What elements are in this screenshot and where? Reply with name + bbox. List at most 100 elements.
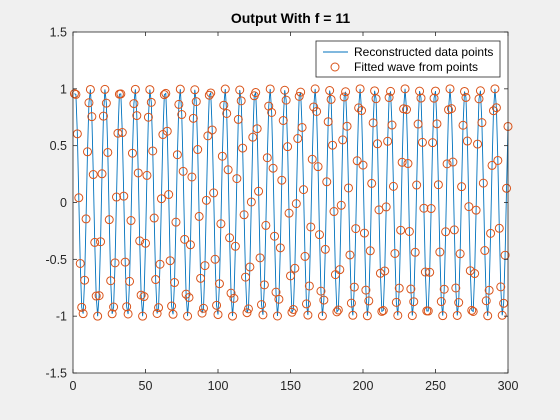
data-point-marker bbox=[293, 134, 303, 144]
data-point-marker bbox=[188, 113, 198, 123]
data-point-marker bbox=[242, 308, 252, 318]
data-point-marker bbox=[381, 202, 391, 212]
data-point-marker bbox=[197, 308, 207, 318]
data-point-marker bbox=[117, 128, 127, 138]
data-point-marker bbox=[196, 273, 206, 283]
data-point-marker bbox=[452, 310, 462, 320]
data-point-marker bbox=[425, 267, 435, 277]
data-point-marker bbox=[445, 84, 455, 94]
data-point-marker bbox=[98, 111, 108, 121]
data-point-marker bbox=[170, 278, 179, 288]
data-point-marker bbox=[93, 311, 103, 321]
data-point-marker bbox=[268, 163, 278, 173]
data-point-marker bbox=[494, 223, 504, 233]
data-point-marker bbox=[135, 236, 145, 246]
data-point-marker bbox=[243, 304, 253, 314]
data-point-marker bbox=[222, 108, 232, 118]
data-point-marker bbox=[199, 303, 208, 313]
y-tick-label: -1.5 bbox=[45, 367, 67, 381]
data-point-marker bbox=[126, 216, 136, 226]
data-point-marker bbox=[461, 92, 471, 102]
data-point-marker bbox=[246, 197, 256, 207]
data-point-marker bbox=[371, 94, 381, 104]
data-point-marker bbox=[248, 132, 258, 142]
data-point-marker bbox=[396, 225, 406, 235]
data-point-marker bbox=[245, 262, 255, 272]
data-point-marker bbox=[413, 119, 423, 129]
data-point-marker bbox=[278, 116, 288, 126]
data-point-marker bbox=[223, 165, 233, 175]
data-point-marker bbox=[357, 106, 367, 116]
data-point-marker bbox=[255, 253, 265, 263]
data-point-marker bbox=[261, 220, 271, 230]
data-point-marker bbox=[120, 257, 130, 267]
data-point-marker bbox=[239, 210, 249, 220]
tick-labels: 0 50 100 150 200 250 300 -1.5 -1 -0.5 0 0.5 1 1.5 bbox=[45, 26, 518, 394]
y-tick-label: -1 bbox=[56, 310, 67, 324]
data-point-marker bbox=[259, 280, 269, 290]
data-point-marker bbox=[323, 117, 333, 127]
data-point-marker bbox=[486, 228, 496, 238]
data-point-marker bbox=[281, 95, 291, 105]
data-point-marker bbox=[265, 84, 275, 94]
data-point-marker bbox=[380, 266, 390, 276]
data-point-marker bbox=[316, 286, 326, 296]
data-point-marker bbox=[270, 231, 280, 241]
data-point-marker bbox=[335, 265, 345, 275]
x-tick-label: 250 bbox=[425, 379, 446, 393]
data-point-marker bbox=[346, 298, 356, 308]
data-point-marker bbox=[449, 225, 459, 235]
data-point-marker bbox=[394, 283, 404, 293]
x-tick-label: 150 bbox=[280, 379, 301, 393]
data-point-marker bbox=[373, 139, 382, 149]
data-point-marker bbox=[489, 106, 498, 116]
data-point-marker bbox=[91, 291, 101, 301]
data-point-marker bbox=[361, 285, 371, 295]
data-point-marker bbox=[230, 241, 240, 251]
data-point-marker bbox=[423, 306, 433, 316]
data-point-marker bbox=[338, 135, 348, 145]
data-point-marker bbox=[403, 159, 413, 169]
data-point-marker bbox=[490, 84, 500, 94]
data-point-marker bbox=[229, 293, 239, 303]
data-point-marker bbox=[377, 306, 387, 316]
data-point-marker bbox=[286, 271, 295, 281]
data-point-marker bbox=[180, 234, 190, 244]
data-point-marker bbox=[235, 85, 245, 95]
data-point-marker bbox=[435, 247, 445, 257]
data-point-marker bbox=[280, 85, 290, 95]
data-point-marker bbox=[110, 258, 120, 268]
x-tick-label: 300 bbox=[498, 379, 519, 393]
data-point-marker bbox=[454, 298, 464, 308]
data-point-marker bbox=[168, 309, 178, 319]
data-point-marker bbox=[344, 183, 353, 193]
data-point-marker bbox=[193, 145, 203, 155]
legend-entry-reconstructed: Reconstructed data points bbox=[354, 45, 493, 59]
data-point-marker bbox=[162, 126, 172, 136]
data-point-marker bbox=[464, 202, 474, 212]
data-point-marker bbox=[301, 299, 311, 309]
data-point-marker bbox=[232, 174, 242, 184]
data-point-marker bbox=[465, 266, 475, 276]
data-point-marker bbox=[272, 311, 282, 321]
x-tick-label: 200 bbox=[353, 379, 374, 393]
data-point-marker bbox=[428, 138, 438, 148]
legend-entry-fitted: Fitted wave from points bbox=[354, 60, 478, 74]
data-point-marker bbox=[320, 244, 330, 254]
data-point-marker bbox=[300, 251, 310, 261]
y-tick-label: 0 bbox=[60, 196, 67, 210]
data-point-marker bbox=[84, 98, 94, 108]
data-point-marker bbox=[277, 175, 287, 185]
data-point-marker bbox=[352, 156, 362, 166]
data-point-marker bbox=[325, 86, 335, 96]
data-point-marker bbox=[446, 104, 456, 114]
data-point-marker bbox=[364, 296, 374, 306]
data-point-marker bbox=[171, 217, 181, 227]
y-tick-label: 0.5 bbox=[50, 139, 67, 153]
data-point-marker bbox=[138, 311, 148, 321]
data-point-marker bbox=[85, 84, 95, 94]
data-point-marker bbox=[159, 90, 169, 100]
data-point-marker bbox=[257, 300, 266, 310]
data-point-marker bbox=[436, 297, 446, 307]
y-tick-label: 1.5 bbox=[50, 26, 67, 40]
